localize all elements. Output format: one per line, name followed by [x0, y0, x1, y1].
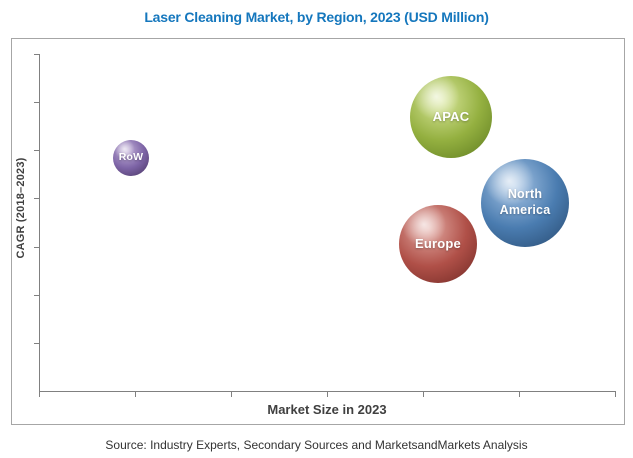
y-axis-line: [39, 54, 40, 391]
y-axis-tick: [34, 343, 39, 344]
chart-title: Laser Cleaning Market, by Region, 2023 (…: [144, 9, 489, 25]
x-axis-tick: [135, 392, 136, 397]
bubble-label-europe: Europe: [415, 235, 461, 251]
y-axis-tick: [34, 198, 39, 199]
x-axis-tick: [519, 392, 520, 397]
bubble-label-apac: APAC: [432, 108, 470, 124]
plot-frame: CAGR (2018–2023) RoW APAC North America Eur…: [11, 38, 625, 425]
plot-area: RoW APAC North America Europe: [12, 39, 624, 424]
x-axis-tick: [615, 392, 616, 397]
y-axis-tick: [34, 247, 39, 248]
y-axis-tick: [34, 295, 39, 296]
bubble-row: RoW: [113, 140, 149, 176]
x-axis-line: [39, 391, 616, 392]
bubble-europe: Europe: [399, 205, 477, 283]
x-axis-title: Market Size in 2023: [267, 402, 387, 417]
x-axis-tick: [231, 392, 232, 397]
y-axis-tick: [34, 54, 39, 55]
x-axis-tick: [327, 392, 328, 397]
bubble-label-north-america: North America: [499, 187, 551, 217]
bubble-north-america: North America: [481, 159, 569, 247]
bubble-label-row: RoW: [118, 151, 144, 164]
y-axis-tick: [34, 102, 39, 103]
x-axis-tick: [423, 392, 424, 397]
x-axis-tick: [39, 392, 40, 397]
y-axis-tick: [34, 150, 39, 151]
source-note: Source: Industry Experts, Secondary Sour…: [105, 438, 528, 452]
bubble-apac: APAC: [410, 76, 492, 158]
